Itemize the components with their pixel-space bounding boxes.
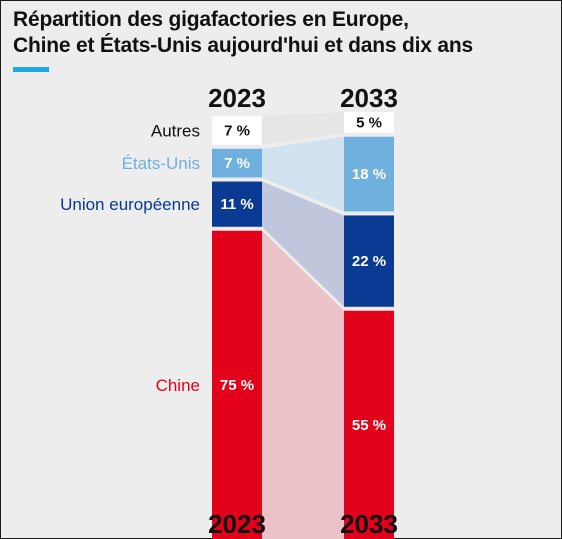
band-états-unis [262,136,344,212]
bars: 75 % 11 % 7 % 7 % 55 % 22 % 18 % 5 % [212,112,394,539]
title-line-2: Chine et États-Unis aujourd'hui et dans … [13,34,473,57]
data-label: 18 % [352,166,386,183]
bar-segment [344,112,394,133]
band-chine [262,230,344,539]
bar-segment [344,310,394,539]
bar-segment [344,136,394,212]
legend-label: Autres [151,121,200,140]
year-label-bottom: 2023 [208,509,266,539]
data-label: 75 % [220,377,254,394]
accent-rule [13,67,49,72]
bar-segment [212,230,262,539]
bar-segment [212,148,262,178]
data-label: 7 % [224,122,250,139]
band-union-européenne [262,181,344,307]
bar-segment [212,181,262,227]
data-label: 7 % [224,155,250,172]
data-label: 11 % [220,196,253,213]
chart-title: Répartition des gigafactories en Europe,… [13,7,473,59]
data-label: 22 % [352,253,386,270]
legend-label: États-Unis [122,154,200,173]
year-label-top: 2033 [340,83,398,113]
data-label: 55 % [352,417,386,434]
bar-segment [344,215,394,307]
year-label-top: 2023 [208,83,266,113]
bar-segment [212,116,262,145]
legend-label: Chine [156,376,200,395]
title-line-1: Répartition des gigafactories en Europe, [13,8,409,31]
data-label: 5 % [356,114,382,131]
band-autres [262,112,344,145]
connector-bands [262,112,344,539]
legend-label: Union européenne [60,195,200,214]
year-label-bottom: 2033 [340,509,398,539]
